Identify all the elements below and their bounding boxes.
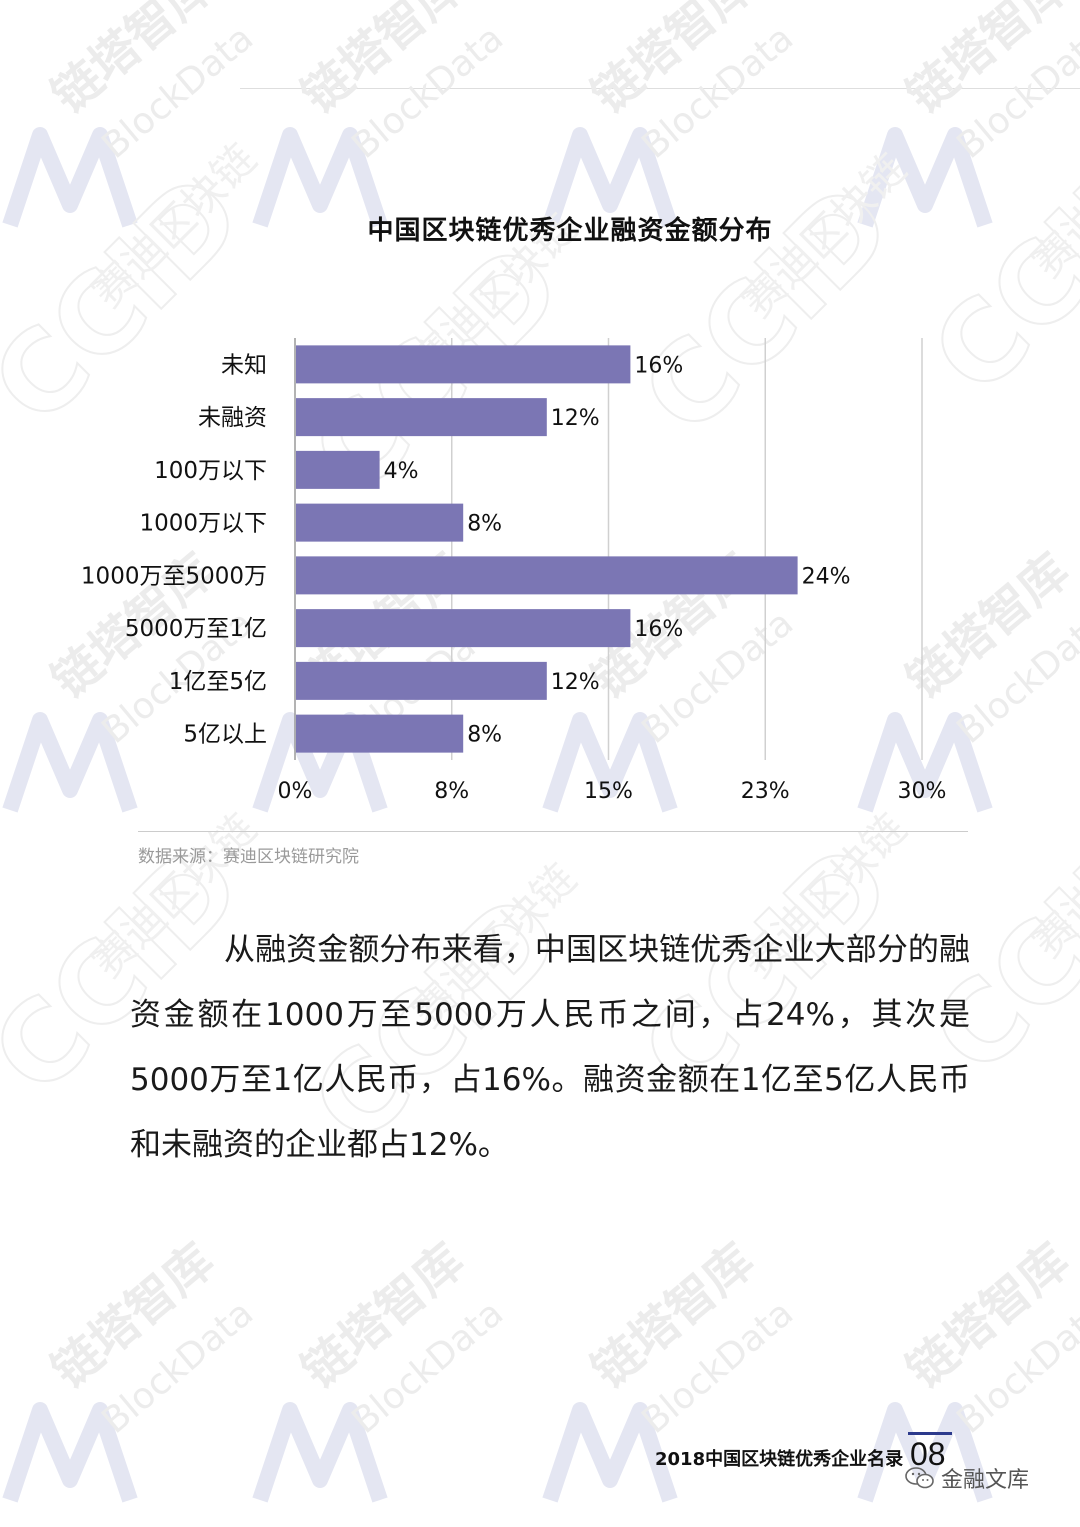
x-tick-label: 30% <box>898 779 947 804</box>
data-label: 12% <box>551 406 600 431</box>
watermark-text-cn: 链塔智库 <box>582 1233 765 1399</box>
page-number: 08 <box>910 1436 946 1472</box>
bar <box>296 450 380 489</box>
watermark-text-en: BlockData <box>634 1293 801 1442</box>
chart-title: 中国区块链优秀企业融资金额分布 <box>367 216 773 246</box>
wechat-icon <box>905 1467 934 1489</box>
footer-brand-label: 金融文库 <box>941 1468 1030 1493</box>
category-label: 1000万至5000万 <box>81 563 267 589</box>
data-label: 8% <box>467 723 502 748</box>
bar <box>296 714 464 753</box>
watermark-text-cn: 链塔智库 <box>42 1233 225 1399</box>
data-label: 24% <box>802 564 851 589</box>
source-divider <box>138 831 968 832</box>
watermark-logo <box>2 1402 138 1503</box>
x-tick-label: 23% <box>741 779 790 804</box>
bar <box>296 556 798 595</box>
category-label: 1000万以下 <box>139 511 267 537</box>
data-source: 数据来源：赛迪区块链研究院 <box>138 847 359 867</box>
bar <box>296 503 464 542</box>
top-divider <box>240 88 1080 89</box>
bar <box>296 609 631 648</box>
data-label: 4% <box>384 459 419 484</box>
category-label: 5000万至1亿 <box>125 616 267 642</box>
watermark-logo <box>252 1402 388 1503</box>
category-label: 未知 <box>221 352 267 378</box>
body-paragraph: 从融资金额分布来看，中国区块链优秀企业大部分的融资金额在1000万至5000万人… <box>130 932 970 1163</box>
watermark-text-en: BlockData <box>94 1293 261 1442</box>
footer-brand: 金融文库 <box>905 1462 1029 1494</box>
page-number-accent <box>908 1432 952 1435</box>
watermark-text-en: BlockData <box>344 1293 511 1442</box>
bar <box>296 661 547 700</box>
watermark-text-en: BlockData <box>949 1293 1080 1442</box>
footer-report-title: 2018中国区块链优秀企业名录 <box>655 1449 904 1470</box>
x-tick-label: 0% <box>278 779 313 804</box>
data-label: 8% <box>467 512 502 537</box>
category-label: 100万以下 <box>154 458 267 484</box>
bar <box>296 398 547 437</box>
data-label: 16% <box>634 617 683 642</box>
category-label: 1亿至5亿 <box>169 669 267 695</box>
watermark-logo <box>542 1402 678 1503</box>
x-tick-label: 15% <box>584 779 633 804</box>
bar <box>296 345 631 384</box>
x-tick-label: 8% <box>434 779 469 804</box>
data-label: 12% <box>551 670 600 695</box>
category-label: 5亿以上 <box>183 722 267 748</box>
watermark-text-cn: 链塔智库 <box>897 1233 1080 1399</box>
bar-chart: 0% 8% 15% 23% 30% 未知 16% 未融资 12% 100万以下 4% 1000万以下 8… <box>81 338 947 804</box>
watermark-text-cn: 链塔智库 <box>292 1233 475 1399</box>
category-label: 未融资 <box>198 405 267 431</box>
data-label: 16% <box>634 353 683 378</box>
